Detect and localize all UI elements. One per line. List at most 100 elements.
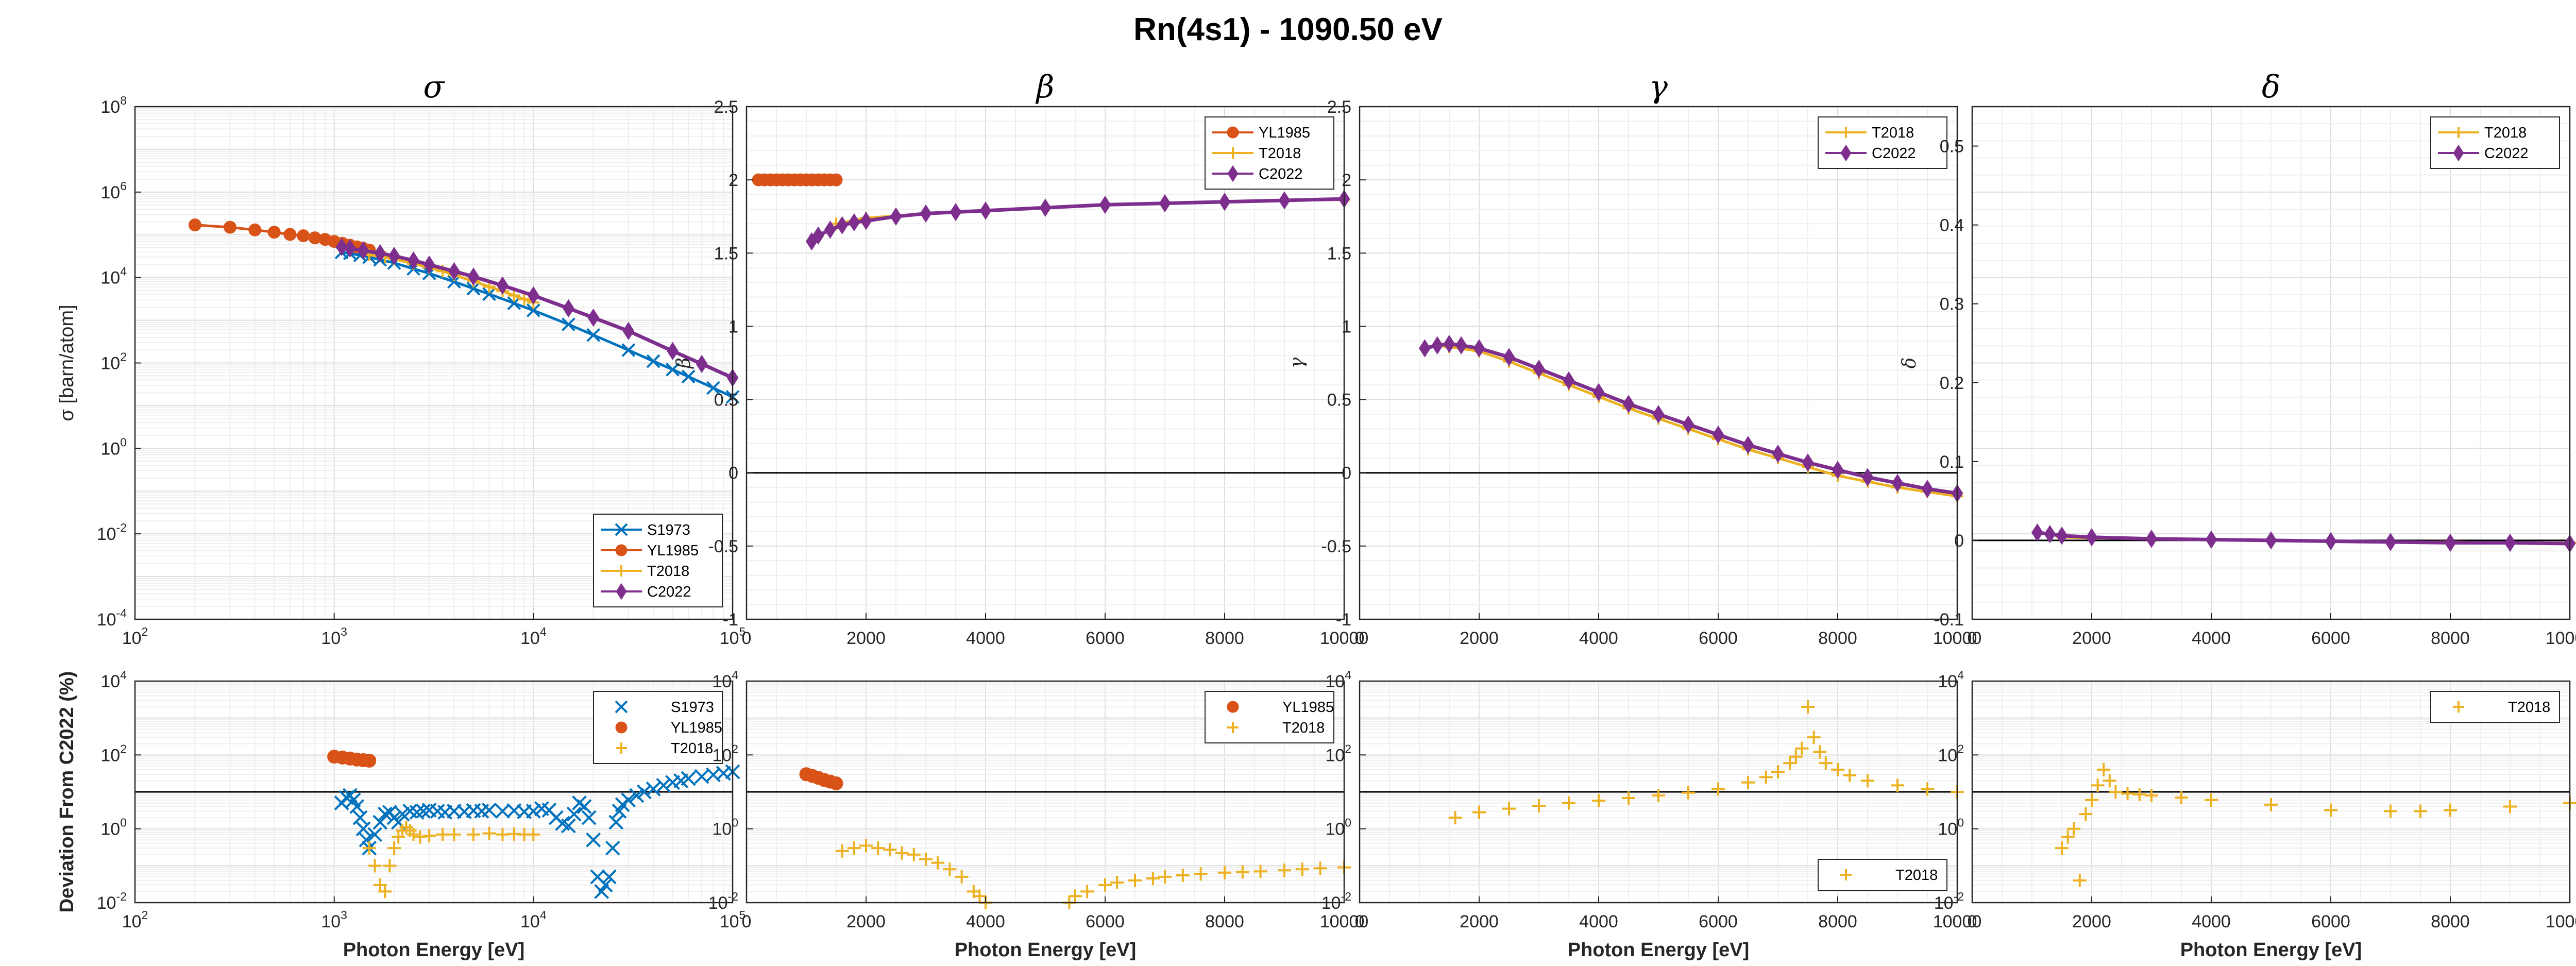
- data-point: [482, 826, 496, 840]
- legend: T2018 C2022: [1818, 116, 1947, 169]
- legend-marker: [615, 523, 628, 536]
- legend-label: YL1985: [1259, 125, 1310, 141]
- x-tick-label: 4000: [1579, 629, 1618, 648]
- data-point: [362, 753, 377, 768]
- data-point: [1843, 768, 1857, 782]
- panel-dev-beta: 0 2000 4000 6000 8000 1000010-2100102104Photo…: [708, 668, 1369, 961]
- x-tick-label: 103: [321, 908, 347, 931]
- data-point: [2055, 841, 2069, 855]
- y-tick-label: -0.5: [708, 537, 738, 556]
- legend-label: T2018: [1282, 720, 1325, 736]
- legend-item-t2018: T2018: [1840, 867, 1938, 884]
- y-axis-label: Deviation From C2022 (%): [56, 671, 78, 913]
- data-point: [223, 221, 236, 234]
- x-axis-label: Photon Energy [eV]: [1568, 939, 1750, 961]
- y-axis-label: γ: [1286, 357, 1308, 368]
- legend-box: [1205, 691, 1334, 743]
- panel-delta: 0200040006000800010000-0.100.10.20.30.40…: [1899, 69, 2576, 648]
- ticks: 0200040006000800010000-0.100.10.20.30.40…: [1934, 137, 2576, 648]
- data-point: [1218, 193, 1231, 211]
- x-tick-label: 102: [122, 625, 148, 648]
- series-c2022: [335, 238, 739, 387]
- series-yl1985: [799, 767, 843, 790]
- legend-box: [1818, 859, 1947, 891]
- data-point: [497, 276, 509, 295]
- series-c2022: [1419, 334, 1963, 503]
- y-tick-label: 104: [100, 265, 127, 288]
- data-point: [1921, 782, 1934, 796]
- data-point: [681, 771, 696, 786]
- data-point: [860, 212, 872, 230]
- data-point: [1592, 383, 1605, 402]
- data-point: [1253, 865, 1267, 878]
- data-point: [448, 262, 460, 281]
- y-tick-label: 100: [100, 816, 127, 839]
- legend-marker: [1840, 144, 1852, 162]
- y-tick-label: -1: [1336, 610, 1351, 630]
- x-tick-label: 2000: [1460, 629, 1499, 648]
- legend-label: T2018: [647, 563, 689, 580]
- data-point: [413, 830, 427, 844]
- data-point: [907, 848, 921, 861]
- legend-label: T2018: [671, 740, 713, 757]
- data-point: [1801, 700, 1815, 714]
- data-point: [920, 204, 932, 223]
- data-point: [2103, 774, 2116, 788]
- data-point: [1176, 868, 1190, 882]
- panel-title: β: [1036, 69, 1055, 105]
- x-tick-label: 4000: [2192, 912, 2231, 931]
- y-tick-label: 0.4: [1940, 216, 1964, 235]
- data-point: [608, 815, 624, 830]
- data-point: [919, 852, 933, 866]
- data-point: [1098, 878, 1112, 892]
- data-point: [1110, 876, 1124, 890]
- legend-marker: [1840, 869, 1852, 880]
- legend-label: T2018: [2484, 125, 2527, 141]
- x-tick-label: 8000: [1818, 629, 1857, 648]
- x-tick-label: 6000: [2311, 912, 2350, 931]
- data-point: [581, 810, 597, 825]
- legend-label: C2022: [2484, 145, 2528, 162]
- legend-marker: [1227, 126, 1239, 139]
- y-tick-label: -0.1: [1934, 610, 1964, 630]
- data-point: [1443, 334, 1455, 353]
- y-tick-label: 100: [1938, 816, 1964, 839]
- x-tick-label: 2000: [2072, 629, 2111, 648]
- y-tick-label: -0.5: [1321, 537, 1351, 556]
- data-point: [890, 207, 902, 226]
- legend-box: [2430, 691, 2560, 723]
- x-tick-label: 10000: [2546, 629, 2576, 648]
- data-point: [395, 806, 410, 822]
- data-point: [1622, 395, 1635, 413]
- data-point: [377, 806, 393, 822]
- data-point: [527, 286, 539, 305]
- legend-label: T2018: [1872, 125, 1914, 141]
- data-point: [1652, 788, 1665, 802]
- axes-box: [1971, 106, 2571, 620]
- panel-gamma: 0 2000 4000 6000 8000 10000-1-0.500.511.522.5…: [1286, 69, 1981, 648]
- data-point: [706, 381, 720, 395]
- panel-dev-gamma: 0 2000 4000 6000 8000 1000010-2100102104Photo…: [1321, 668, 1982, 961]
- data-point: [562, 317, 575, 332]
- data-point: [359, 832, 374, 848]
- data-point: [1218, 866, 1231, 879]
- data-point: [496, 827, 510, 841]
- legend-item-yl1985: YL1985: [1227, 699, 1334, 716]
- data-point: [357, 241, 369, 260]
- data-point: [950, 202, 962, 222]
- data-point: [895, 846, 909, 860]
- data-point: [1502, 802, 1516, 816]
- legend: YL1985 T2018: [1205, 691, 1334, 743]
- y-tick-label: 10-2: [1934, 890, 1964, 913]
- data-point: [621, 343, 636, 357]
- data-point: [859, 839, 873, 853]
- x-tick-label: 104: [520, 625, 547, 648]
- y-tick-label: 0.1: [1940, 452, 1964, 472]
- data-point: [1783, 756, 1797, 770]
- data-point: [2384, 533, 2397, 551]
- legend-box: [1818, 116, 1947, 169]
- grid: [1972, 106, 2570, 620]
- data-point: [561, 818, 576, 834]
- data-point: [2444, 533, 2456, 552]
